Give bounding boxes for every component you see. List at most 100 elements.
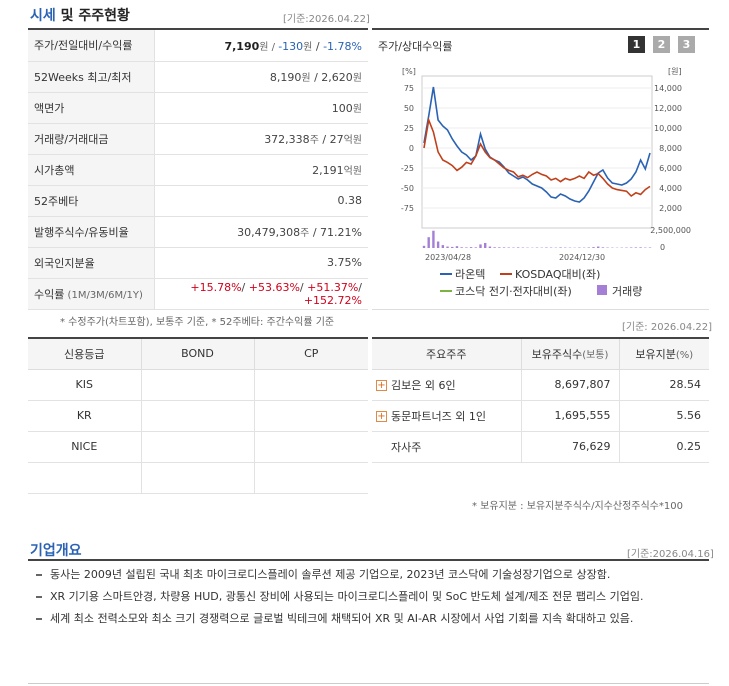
section-title-highlight: 시세: [30, 8, 56, 24]
volume-bar: [479, 244, 482, 248]
legend-label: 거래량: [612, 285, 642, 298]
chart-tab-1[interactable]: 1: [628, 36, 645, 53]
price-row-label-sub: (1M/3M/6M/1Y): [64, 289, 143, 301]
left-tick-label: 25: [404, 124, 414, 133]
price-value-part: /: [241, 280, 249, 294]
credit-row: [28, 462, 368, 494]
right-tick-label: 2,000: [659, 204, 682, 213]
price-value-part: / 71.21%: [309, 226, 362, 239]
holders-header-pct: 보유지분(%): [619, 338, 709, 370]
holder-name[interactable]: 김보은 외 6인: [391, 378, 456, 392]
volume-bar: [436, 241, 440, 248]
divider: [28, 559, 709, 561]
holders-header-shares-unit: (보통): [582, 349, 609, 361]
holder-row: 자사주 76,629 0.25: [372, 431, 709, 463]
overview-item: 동사는 2009년 설립된 국내 최초 마이크로디스플레이 솔루션 제공 기업으…: [30, 566, 706, 583]
credit-row: NICE: [28, 431, 368, 463]
volume-bar: [484, 242, 487, 248]
volume-bar: [545, 247, 548, 248]
price-row-value: 0.38: [154, 185, 368, 217]
price-value-part: /: [312, 39, 324, 53]
price-row-value: 372,338주 / 27억원: [154, 123, 368, 155]
overview-date: [기준:2026.04.16]: [627, 549, 714, 560]
volume-bar: [427, 237, 430, 248]
credit-cell: [254, 400, 368, 432]
volume-bar: [648, 247, 652, 248]
volume-bar: [451, 246, 454, 248]
volume-bar: [465, 247, 468, 248]
price-value-part: 0.38: [337, 194, 363, 207]
holders-header-shares: 보유주식수(보통): [521, 338, 620, 370]
price-row-value: +15.78%/ +53.63%/ +51.37%/ +152.72%: [154, 278, 368, 310]
holder-name-cell: 자사주: [372, 431, 522, 463]
right-unit-label: [원]: [668, 67, 682, 76]
price-value-part: -1.78%: [323, 39, 362, 53]
holder-pct: 28.54: [619, 369, 709, 401]
price-row-label-text: 액면가: [34, 101, 65, 115]
holder-pct: 5.56: [619, 400, 709, 432]
expand-plus-icon[interactable]: +: [376, 411, 387, 422]
holders-header-pct-unit: (%): [675, 349, 694, 361]
holder-name: 자사주: [391, 440, 422, 454]
price-row-label: 주가/전일대비/수익률: [28, 30, 155, 62]
volume-bar: [498, 247, 501, 248]
credit-cell: [141, 400, 255, 432]
price-value-part: 7,190: [224, 39, 260, 53]
expand-plus-icon[interactable]: +: [376, 380, 387, 391]
price-chart: 75 50 25 0 -25 -50 -75 14,000 12,000 10,000 8,000 6…: [401, 67, 691, 298]
price-row: 발행주식수/유동비율 30,479,308주 / 71.21%: [28, 216, 368, 248]
left-tick-label: 50: [404, 104, 414, 113]
credit-cell: [141, 431, 255, 463]
holder-shares: 1,695,555: [521, 400, 620, 432]
price-row-value: 100원: [154, 92, 368, 124]
price-row-value: 8,190원 / 2,620원: [154, 61, 368, 93]
price-value-part: 주: [300, 228, 310, 239]
volume-bar: [634, 247, 638, 248]
legend-swatch: [597, 285, 607, 295]
price-value-part: /: [358, 280, 362, 294]
volume-bar: [422, 245, 426, 248]
holders-date: [기준: 2026.04.22]: [622, 322, 713, 333]
volume-bar: [587, 247, 590, 248]
price-row-label-text: 외국인지분율: [34, 256, 95, 270]
holder-name[interactable]: 동문파트너즈 외 1인: [391, 409, 486, 423]
price-value-part: 8,190: [269, 71, 302, 84]
volume-bar: [592, 247, 595, 248]
price-value-part: +15.78%: [190, 280, 242, 294]
credit-cell: [28, 462, 142, 494]
price-row-value: 2,191억원: [154, 154, 368, 186]
price-row-label-text: 거래량/거래대금: [34, 132, 109, 146]
volume-bar: [441, 245, 445, 248]
price-row-label-text: 52주베타: [34, 194, 79, 208]
divider: [28, 683, 709, 684]
holders-header-name: 주요주주: [372, 338, 522, 370]
price-value-part: /: [299, 280, 308, 294]
chart-tab-2[interactable]: 2: [653, 36, 670, 53]
volume-bar: [488, 246, 492, 248]
left-tick-label: -75: [401, 204, 414, 213]
right-tick-label: 8,000: [659, 144, 682, 153]
credit-cell: [141, 369, 255, 401]
price-row: 액면가 100원: [28, 92, 368, 124]
price-row-label: 발행주식수/유동비율: [28, 216, 155, 248]
price-row: 주가/전일대비/수익률 7,190원 / -130원 / -1.78%: [28, 30, 368, 62]
chart-tab-3[interactable]: 3: [678, 36, 695, 53]
volume-bar: [507, 247, 510, 248]
price-value-part: +53.63%: [248, 280, 300, 294]
overview-title: 기업개요: [30, 540, 82, 560]
holder-shares: 76,629: [521, 431, 620, 463]
price-value-part: 원 /: [259, 41, 279, 53]
price-row-label: 거래량/거래대금: [28, 123, 155, 155]
left-unit-label: [%]: [402, 67, 416, 76]
credit-cell: NICE: [28, 431, 142, 463]
price-row-label-text: 주가/전일대비/수익률: [34, 39, 133, 53]
price-value-part: -130: [278, 39, 304, 53]
price-row: 52주베타 0.38: [28, 185, 368, 217]
price-value-part: 억원: [343, 166, 362, 177]
credit-table: 신용등급 BOND CP KIS KR NICE: [28, 337, 368, 494]
price-row-label: 시가총액: [28, 154, 155, 186]
volume-bar: [629, 247, 633, 248]
price-value-part: 2,191: [312, 164, 344, 177]
holder-shares: 8,697,807: [521, 369, 620, 401]
price-row-label: 52Weeks 최고/최저: [28, 61, 155, 93]
